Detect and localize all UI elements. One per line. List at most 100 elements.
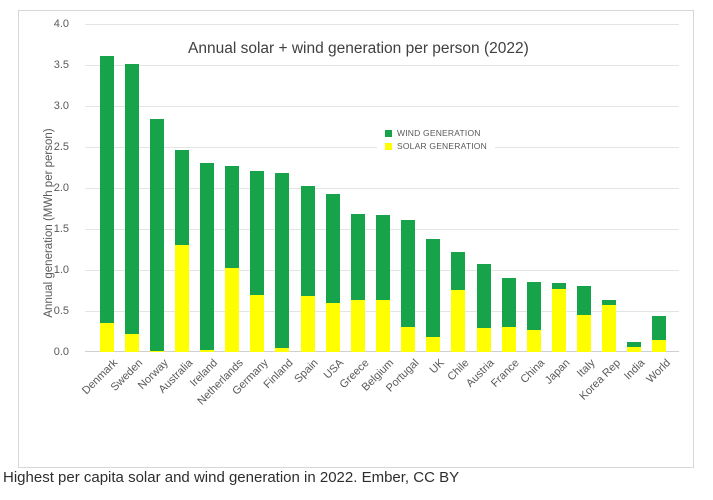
y-tick-label: 2.0 xyxy=(53,182,69,194)
gridline xyxy=(85,24,679,25)
bar-japan xyxy=(551,283,566,352)
wind-segment xyxy=(300,186,315,297)
wind-segment xyxy=(250,170,265,295)
legend: WIND GENERATION SOLAR GENERATION xyxy=(377,122,495,157)
solar-segment xyxy=(124,333,139,352)
caption-text: Highest per capita solar and wind genera… xyxy=(3,469,358,486)
gridline xyxy=(85,188,679,189)
wind-segment xyxy=(350,214,365,301)
wind-segment xyxy=(124,64,139,334)
wind-segment xyxy=(200,162,215,350)
legend-item-solar-generation: SOLAR GENERATION xyxy=(385,141,487,151)
bar-denmark xyxy=(99,56,114,352)
y-tick-label: 3.0 xyxy=(53,100,69,112)
y-tick-label: 0.5 xyxy=(53,305,69,317)
wind-segment xyxy=(627,342,642,348)
solar-segment xyxy=(426,337,441,352)
solar-segment xyxy=(652,339,667,352)
y-axis-label: Annual generation (MWh per person) xyxy=(43,128,55,318)
solar-segment xyxy=(225,267,240,352)
y-tick-label: 2.5 xyxy=(53,141,69,153)
wind-segment xyxy=(275,173,290,348)
solar-segment xyxy=(627,347,642,352)
solar-segment xyxy=(275,347,290,352)
bar-italy xyxy=(577,286,592,352)
solar-segment xyxy=(149,351,164,352)
solar-segment xyxy=(325,302,340,352)
bar-greece xyxy=(350,214,365,352)
legend-label: WIND GENERATION xyxy=(397,128,481,138)
wind-segment xyxy=(174,150,189,245)
bar-world xyxy=(652,315,667,352)
solar-segment xyxy=(451,289,466,352)
wind-segment xyxy=(376,215,390,301)
bar-finland xyxy=(275,173,290,352)
caption: Highest per capita solar and wind genera… xyxy=(3,469,459,486)
x-label-spain: Spain xyxy=(292,357,322,386)
solar-segment xyxy=(99,323,114,352)
solar-segment xyxy=(401,327,416,352)
plot-area: 0.0 0.5 1.0 1.5 2.0 2.5 3.0 3.5 4.0 Denmark Sweden… xyxy=(54,18,679,407)
gridline xyxy=(85,106,679,107)
bar-china xyxy=(526,281,541,352)
bar-norway xyxy=(149,119,164,352)
wind-segment xyxy=(602,299,617,306)
bar-spain xyxy=(300,186,315,352)
wind-segment xyxy=(99,56,114,324)
bar-usa xyxy=(325,193,340,352)
bar-germany xyxy=(250,170,265,352)
wind-segment xyxy=(501,278,516,328)
solar-segment xyxy=(300,296,315,352)
solar-segment xyxy=(602,305,617,352)
x-label-world: World xyxy=(644,357,673,386)
solar-segment xyxy=(376,300,390,352)
wind-segment xyxy=(451,251,466,290)
bar-uk xyxy=(426,238,441,352)
bar-australia xyxy=(174,150,189,352)
bar-korea-rep xyxy=(602,299,617,352)
solar-segment xyxy=(174,244,189,352)
x-label-france: France xyxy=(489,357,523,390)
legend-label: SOLAR GENERATION xyxy=(397,141,487,151)
bar-portugal xyxy=(401,220,416,352)
wind-segment xyxy=(325,193,340,303)
y-tick-label: 0.0 xyxy=(53,346,69,358)
x-label-india: India xyxy=(622,357,648,383)
wind-segment xyxy=(652,315,667,340)
gridline xyxy=(85,65,679,66)
wind-segment xyxy=(577,286,592,316)
y-tick-label: 1.5 xyxy=(53,223,69,235)
bar-belgium xyxy=(376,215,390,352)
x-label-japan: Japan xyxy=(542,357,573,387)
y-tick-label: 1.0 xyxy=(53,264,69,276)
bar-ireland xyxy=(200,162,215,352)
legend-swatch xyxy=(385,129,392,137)
wind-segment xyxy=(476,264,491,329)
x-label-uk: UK xyxy=(427,357,447,377)
solar-segment xyxy=(350,300,365,352)
bar-india xyxy=(627,342,642,352)
solar-segment xyxy=(551,288,566,352)
y-tick-label: 4.0 xyxy=(53,18,69,30)
wind-segment xyxy=(551,283,566,289)
solar-segment xyxy=(577,315,592,352)
bar-chile xyxy=(451,251,466,352)
solar-segment xyxy=(501,327,516,352)
bar-sweden xyxy=(124,64,139,352)
wind-segment xyxy=(225,165,240,268)
solar-segment xyxy=(200,349,215,352)
caption-source-link[interactable]: Ember, CC BY xyxy=(361,469,460,486)
y-tick-label: 3.5 xyxy=(53,59,69,71)
chart-title: Annual solar + wind generation per perso… xyxy=(179,39,538,59)
wind-segment xyxy=(149,119,164,352)
bar-netherlands xyxy=(225,165,240,352)
bar-france xyxy=(501,278,516,352)
solar-segment xyxy=(476,328,491,352)
x-label-china: China xyxy=(518,357,548,386)
wind-segment xyxy=(526,281,541,330)
legend-swatch xyxy=(385,142,392,150)
solar-segment xyxy=(526,329,541,352)
bar-austria xyxy=(476,264,491,352)
wind-segment xyxy=(401,220,416,328)
